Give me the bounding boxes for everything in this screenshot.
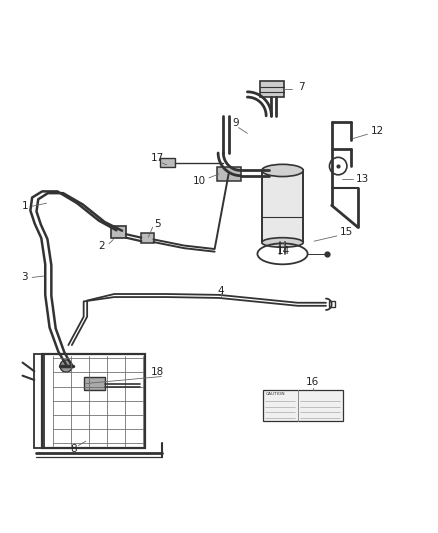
Text: 5: 5 <box>154 219 160 229</box>
Ellipse shape <box>262 164 303 176</box>
Text: 3: 3 <box>21 272 28 282</box>
Text: CAUTION: CAUTION <box>266 392 286 396</box>
Bar <box>84 377 106 390</box>
Text: 8: 8 <box>71 444 78 454</box>
Bar <box>42 354 145 448</box>
Bar <box>141 233 153 244</box>
Text: 16: 16 <box>306 377 319 387</box>
Bar <box>217 167 241 181</box>
Bar <box>262 171 303 243</box>
Bar <box>34 354 44 448</box>
Text: 13: 13 <box>356 174 369 184</box>
Text: 14: 14 <box>277 246 290 256</box>
Text: 18: 18 <box>150 367 164 377</box>
Text: 10: 10 <box>193 176 206 187</box>
Text: 4: 4 <box>218 286 225 295</box>
Text: 9: 9 <box>232 118 239 128</box>
Circle shape <box>60 360 72 372</box>
Text: 17: 17 <box>150 153 164 163</box>
Bar <box>111 226 126 238</box>
Text: 1: 1 <box>21 201 28 211</box>
Text: 15: 15 <box>340 228 353 237</box>
Text: 12: 12 <box>371 126 384 136</box>
Bar <box>160 158 175 167</box>
Ellipse shape <box>262 238 303 247</box>
Polygon shape <box>261 81 284 97</box>
Text: 7: 7 <box>298 82 304 92</box>
Bar <box>263 390 343 422</box>
Text: 2: 2 <box>99 240 105 251</box>
